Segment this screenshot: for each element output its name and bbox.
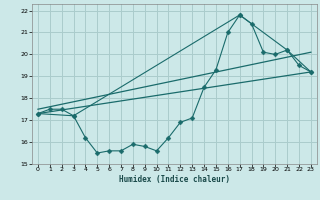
X-axis label: Humidex (Indice chaleur): Humidex (Indice chaleur) xyxy=(119,175,230,184)
